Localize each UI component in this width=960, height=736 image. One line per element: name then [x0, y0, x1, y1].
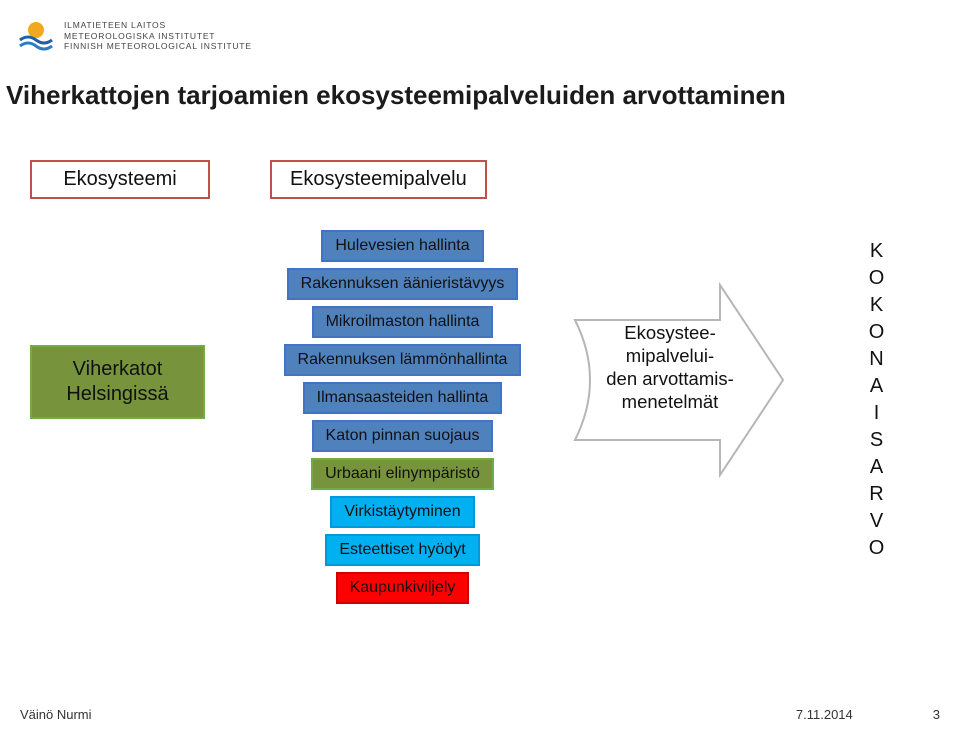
service-box: Kaupunkiviljely — [336, 572, 470, 604]
column-headers: Ekosysteemi Ekosysteemipalvelu — [0, 160, 560, 199]
service-box: Rakennuksen lämmönhallinta — [284, 344, 522, 376]
ecosystem-line: Viherkatot — [46, 357, 189, 382]
header-ecosystem: Ekosysteemi — [30, 160, 210, 199]
org-header: ILMATIETEEN LAITOS METEOROLOGISKA INSTIT… — [18, 18, 252, 54]
org-name: ILMATIETEEN LAITOS METEOROLOGISKA INSTIT… — [64, 20, 252, 52]
org-line: FINNISH METEOROLOGICAL INSTITUTE — [64, 41, 252, 52]
arrow-label: Ekosystee-mipalvelui-den arvottamis-mene… — [605, 321, 735, 414]
footer-author: Väinö Nurmi — [20, 707, 92, 722]
slide-title: Viherkattojen tarjoamien ekosysteemipalv… — [0, 80, 960, 111]
service-box: Katon pinnan suojaus — [312, 420, 494, 452]
service-box: Urbaani elinympäristö — [311, 458, 494, 490]
service-box: Esteettiset hyödyt — [325, 534, 479, 566]
ecosystem-box: Viherkatot Helsingissä — [30, 345, 205, 419]
ecosystem-line: Helsingissä — [46, 382, 189, 407]
service-box: Ilmansaasteiden hallinta — [303, 382, 503, 414]
footer-page: 3 — [933, 707, 940, 722]
org-line: METEOROLOGISKA INSTITUTET — [64, 31, 252, 42]
service-box: Mikroilmaston hallinta — [312, 306, 494, 338]
header-service: Ekosysteemipalvelu — [270, 160, 487, 199]
services-column: Hulevesien hallinta Rakennuksen äänierist… — [275, 230, 530, 604]
service-box: Hulevesien hallinta — [321, 230, 483, 262]
service-box: Virkistäytyminen — [330, 496, 474, 528]
ecosystem-box-inner: Viherkatot Helsingissä — [30, 345, 205, 419]
fmi-logo-icon — [18, 18, 54, 54]
footer-date: 7.11.2014 — [796, 707, 853, 722]
method-arrow: Ekosystee-mipalvelui-den arvottamis-mene… — [565, 275, 785, 485]
slide-footer: Väinö Nurmi 7.11.2014 3 — [20, 707, 940, 722]
total-value-vertical: KOKONAISARVO — [865, 238, 889, 562]
service-box: Rakennuksen äänieristävyys — [287, 268, 519, 300]
org-line: ILMATIETEEN LAITOS — [64, 20, 252, 31]
